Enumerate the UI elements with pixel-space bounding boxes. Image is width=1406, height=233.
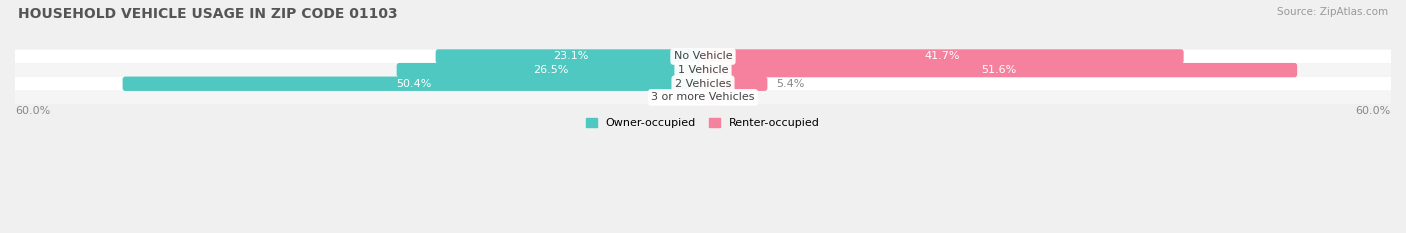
Text: Source: ZipAtlas.com: Source: ZipAtlas.com (1277, 7, 1388, 17)
Text: 26.5%: 26.5% (533, 65, 569, 75)
FancyBboxPatch shape (396, 63, 706, 77)
Text: 41.7%: 41.7% (924, 51, 960, 62)
Text: 2 Vehicles: 2 Vehicles (675, 79, 731, 89)
Text: 0.0%: 0.0% (664, 92, 692, 102)
Text: 60.0%: 60.0% (1355, 106, 1391, 116)
Text: 1 Vehicle: 1 Vehicle (678, 65, 728, 75)
Text: 1.4%: 1.4% (731, 92, 759, 102)
Text: 3 or more Vehicles: 3 or more Vehicles (651, 92, 755, 102)
Text: 23.1%: 23.1% (553, 51, 588, 62)
Text: 51.6%: 51.6% (981, 65, 1017, 75)
Text: 50.4%: 50.4% (396, 79, 432, 89)
Text: No Vehicle: No Vehicle (673, 51, 733, 62)
Legend: Owner-occupied, Renter-occupied: Owner-occupied, Renter-occupied (581, 114, 825, 133)
FancyBboxPatch shape (700, 63, 1298, 77)
FancyBboxPatch shape (15, 91, 1391, 104)
FancyBboxPatch shape (700, 49, 1184, 64)
Text: HOUSEHOLD VEHICLE USAGE IN ZIP CODE 01103: HOUSEHOLD VEHICLE USAGE IN ZIP CODE 0110… (18, 7, 398, 21)
Text: 5.4%: 5.4% (776, 79, 804, 89)
FancyBboxPatch shape (15, 50, 1391, 63)
FancyBboxPatch shape (122, 77, 706, 91)
FancyBboxPatch shape (700, 90, 721, 105)
FancyBboxPatch shape (15, 77, 1391, 91)
FancyBboxPatch shape (15, 63, 1391, 77)
FancyBboxPatch shape (436, 49, 706, 64)
Text: 60.0%: 60.0% (15, 106, 51, 116)
FancyBboxPatch shape (700, 77, 768, 91)
